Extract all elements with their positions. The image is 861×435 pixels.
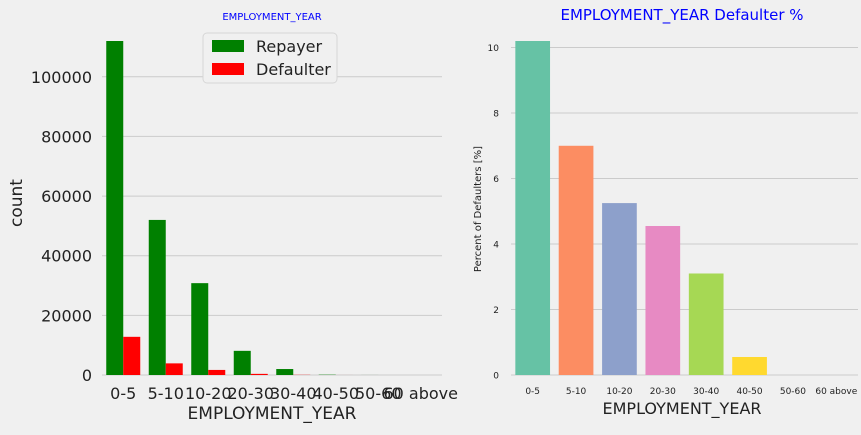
bar	[515, 41, 550, 375]
bar-repayer	[106, 41, 123, 375]
bar-defaulter	[208, 370, 225, 375]
legend: Repayer Defaulter	[203, 33, 337, 83]
y-tick-label: 80000	[41, 127, 92, 146]
y-tick-labels: 0 20000 40000 60000 80000 100000	[31, 68, 92, 385]
bar-repayer	[191, 283, 208, 375]
bar	[689, 273, 724, 375]
y-tick-labels: 0 2 4 6 8 10	[488, 44, 500, 381]
bars	[106, 41, 378, 375]
x-tick-label: 10-20	[185, 384, 232, 403]
bar	[559, 146, 594, 375]
y-axis-label: count	[7, 179, 27, 227]
y-tick-label: 100000	[31, 68, 92, 87]
bar	[602, 203, 637, 375]
legend-swatch	[212, 40, 244, 52]
x-tick-label: 60 above	[815, 387, 857, 397]
y-tick-label: 40000	[41, 247, 92, 266]
y-tick-label: 10	[488, 44, 500, 54]
x-axis-label: EMPLOYMENT_YEAR	[188, 404, 357, 424]
y-tick-label: 0	[493, 372, 499, 382]
y-tick-label: 6	[493, 175, 499, 185]
bar-defaulter	[251, 374, 268, 375]
x-tick-labels: 0-5 5-10 10-20 20-30 30-40 40-50 50-60 60 above	[525, 387, 857, 397]
y-tick-label: 8	[493, 110, 499, 120]
bar	[732, 357, 767, 375]
x-tick-label: 20-30	[650, 387, 676, 397]
bar-repayer	[234, 351, 251, 375]
x-tick-label: 30-40	[693, 387, 719, 397]
y-tick-label: 20000	[41, 306, 92, 325]
bar-repayer	[276, 369, 293, 375]
x-tick-label: 0-5	[110, 384, 136, 403]
legend-swatch	[212, 63, 244, 75]
y-tick-label: 4	[493, 241, 499, 251]
x-tick-label: 20-30	[228, 384, 275, 403]
chart-title: EMPLOYMENT_YEAR	[222, 12, 321, 23]
bar-defaulter	[166, 363, 183, 375]
bar	[645, 226, 680, 375]
x-tick-label: 60 above	[383, 384, 458, 403]
x-tick-label: 40-50	[313, 384, 360, 403]
employment-year-count-chart: EMPLOYMENT_YEAR 0 20000 40000 60000 80000 100…	[7, 12, 458, 424]
x-tick-label: 50-60	[780, 387, 806, 397]
legend-label: Defaulter	[256, 60, 331, 79]
x-tick-label: 30-40	[270, 384, 317, 403]
bar-defaulter	[123, 337, 140, 375]
y-tick-label: 2	[493, 306, 499, 316]
x-tick-label: 5-10	[566, 387, 587, 397]
legend-label: Repayer	[256, 37, 323, 56]
y-axis-label: Percent of Defaulters [%]	[473, 146, 484, 272]
y-tick-label: 60000	[41, 187, 92, 206]
x-tick-label: 40-50	[736, 387, 762, 397]
x-tick-label: 5-10	[148, 384, 184, 403]
y-tick-label: 0	[82, 366, 92, 385]
chart-title: EMPLOYMENT_YEAR Defaulter %	[560, 6, 803, 25]
x-tick-label: 10-20	[606, 387, 632, 397]
employment-year-defaulter-percent-chart: EMPLOYMENT_YEAR Defaulter % 0 2 4 6 8 10 0-5 5…	[473, 6, 858, 419]
x-tick-label: 0-5	[525, 387, 540, 397]
bar-repayer	[149, 220, 166, 375]
x-axis-label: EMPLOYMENT_YEAR	[603, 399, 762, 419]
bars	[515, 41, 767, 375]
